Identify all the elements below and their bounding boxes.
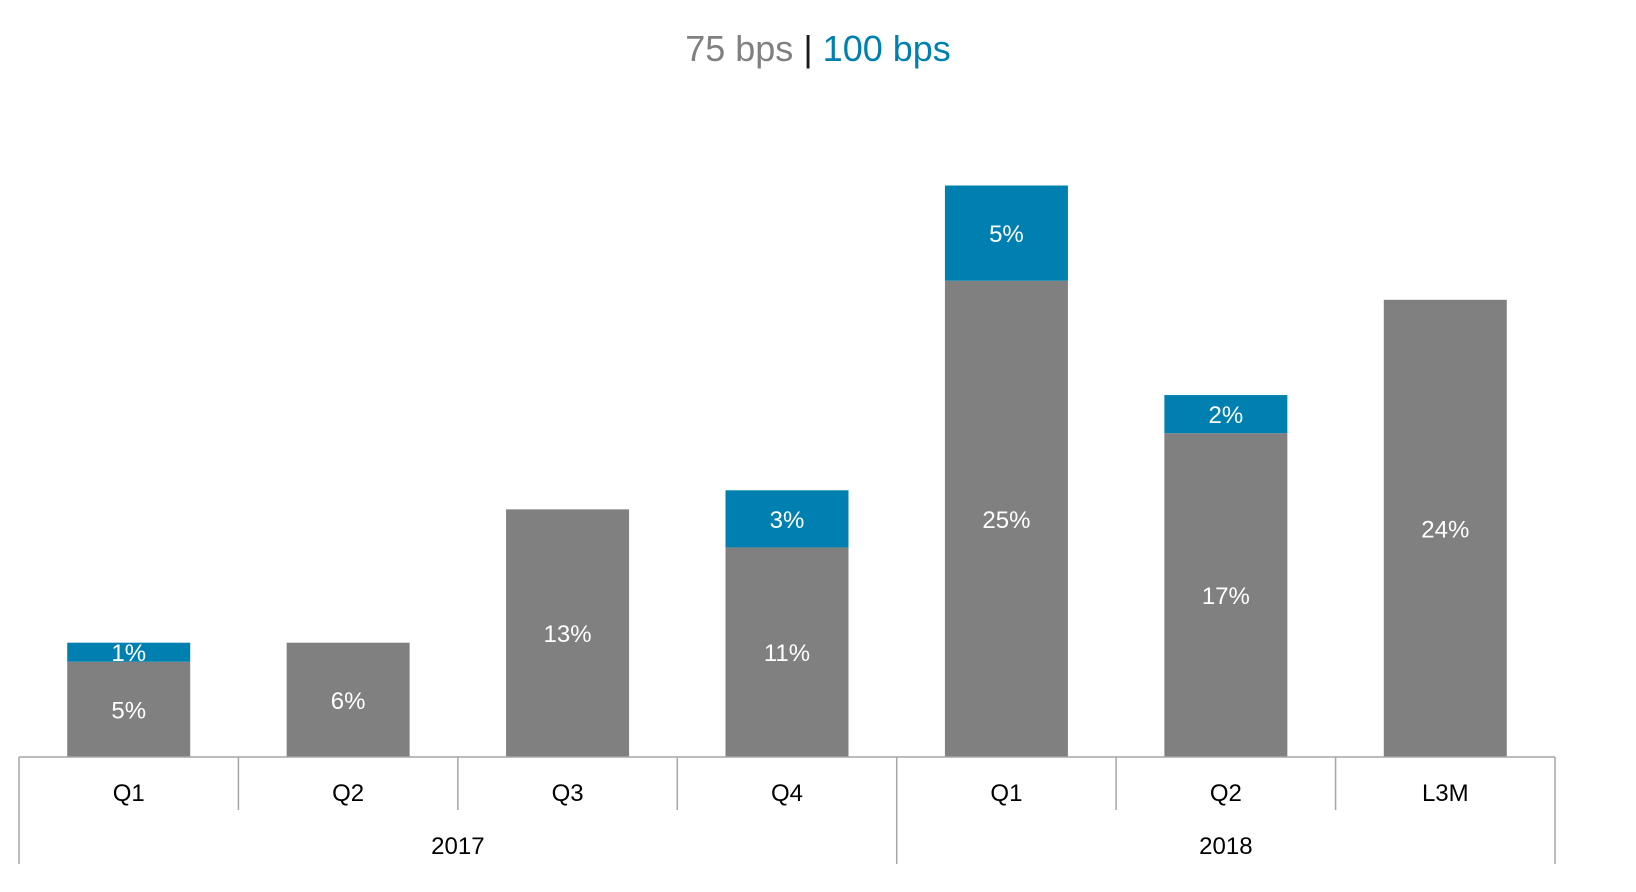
category-label-6: Q2 [1210, 780, 1242, 807]
group-label-2017: 2017 [431, 833, 484, 860]
category-label-1: Q1 [113, 780, 145, 807]
category-label-3: Q3 [552, 780, 584, 807]
bar-100bps-5 [944, 185, 1068, 281]
category-label-4: Q4 [771, 780, 803, 807]
data-label-75bps-7: 24% [1421, 516, 1469, 543]
bar-75bps-3 [506, 509, 630, 757]
group-label-2018: 2018 [1199, 833, 1252, 860]
bar-75bps-1 [67, 661, 191, 757]
data-label-100bps-6: 2% [1209, 402, 1244, 429]
data-label-75bps-5: 25% [982, 507, 1030, 534]
bar-75bps-6 [1164, 433, 1288, 757]
title-100bps: 100 bps [823, 28, 951, 69]
data-label-75bps-6: 17% [1202, 583, 1250, 610]
bar-100bps-4 [725, 490, 849, 548]
category-label-2: Q2 [332, 780, 364, 807]
bar-75bps-7 [1383, 299, 1507, 757]
data-label-75bps-2: 6% [331, 688, 366, 715]
bar-75bps-5 [944, 280, 1068, 757]
bar-100bps-6 [1164, 395, 1288, 434]
category-label-7: L3M [1422, 780, 1469, 807]
category-axis: Q1 Q2 Q3 Q4 Q1 Q2 L3M 2017 2018 [18, 756, 1556, 864]
data-label-100bps-4: 3% [770, 507, 805, 534]
bars-layer: 5% 1% 6% 13% 11% 3% 25% 5% 17% 2% 24% [67, 185, 1507, 757]
data-label-75bps-4: 11% [764, 640, 810, 667]
category-label-5: Q1 [990, 780, 1022, 807]
data-label-100bps-1: 1% [111, 640, 146, 667]
data-label-100bps-5: 5% [989, 221, 1024, 248]
data-label-75bps-1: 5% [111, 697, 146, 724]
bar-100bps-1 [67, 642, 191, 662]
title-separator: | [793, 28, 822, 69]
data-label-75bps-3: 13% [544, 621, 592, 648]
bar-75bps-2 [286, 642, 410, 757]
bar-75bps-4 [725, 547, 849, 757]
chart-title: 75 bps | 100 bps [685, 28, 951, 69]
title-75bps: 75 bps [685, 28, 793, 69]
